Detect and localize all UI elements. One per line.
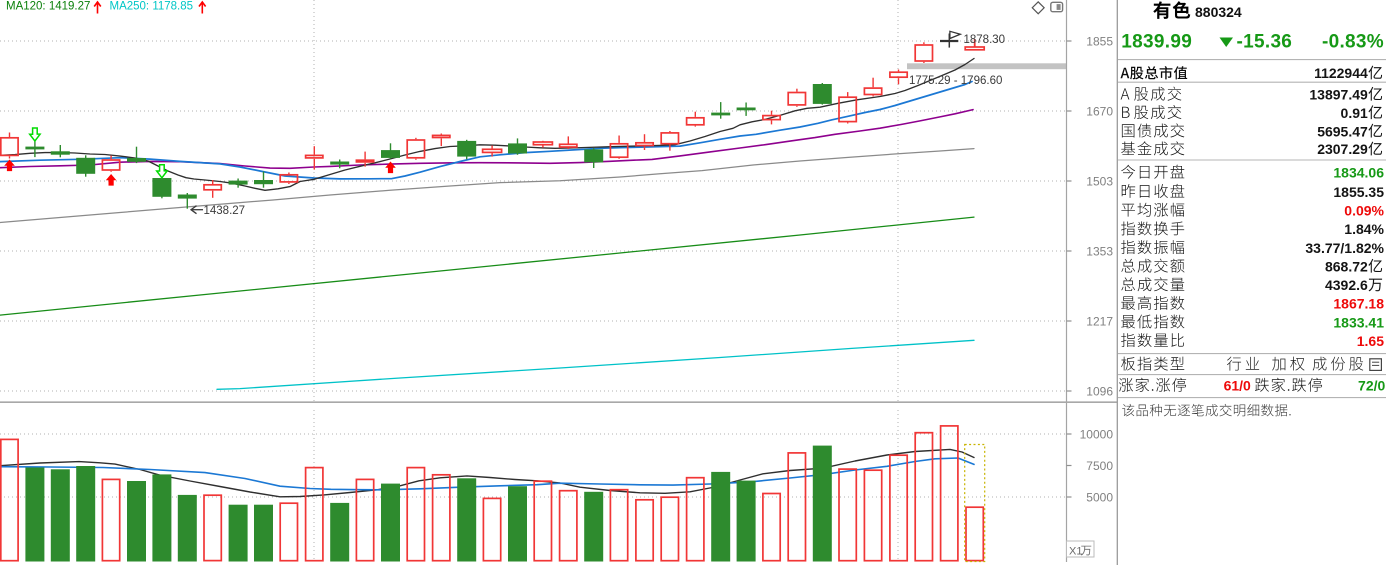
svg-text:5000: 5000	[1086, 490, 1113, 504]
svg-text:13897.49: 13897.49	[1309, 87, 1368, 103]
svg-text:880324: 880324	[1195, 4, 1242, 20]
svg-text:1775.29 - 1796.60: 1775.29 - 1796.60	[909, 75, 1002, 87]
svg-text:X1: X1	[1069, 546, 1082, 558]
svg-text:MA120: 1419.27: MA120: 1419.27	[6, 1, 90, 13]
svg-text:868.72: 868.72	[1325, 259, 1368, 275]
svg-text:0.09%: 0.09%	[1344, 203, 1384, 219]
svg-text:4392.6: 4392.6	[1325, 277, 1368, 293]
svg-text:1839.99: 1839.99	[1121, 32, 1192, 53]
svg-text:1855.35: 1855.35	[1333, 184, 1384, 200]
svg-text:1217: 1217	[1086, 314, 1113, 328]
svg-text:1503: 1503	[1086, 174, 1113, 188]
svg-text:61/0: 61/0	[1224, 378, 1251, 394]
svg-text:2307.29: 2307.29	[1317, 141, 1368, 157]
svg-text:72/0: 72/0	[1358, 378, 1385, 394]
svg-text:1353: 1353	[1086, 244, 1113, 258]
svg-text:1096: 1096	[1086, 384, 1113, 398]
svg-text:1438.27: 1438.27	[204, 205, 246, 217]
svg-text:1.84%: 1.84%	[1344, 221, 1384, 237]
svg-text:0.91: 0.91	[1341, 105, 1368, 121]
svg-text:1.65: 1.65	[1357, 333, 1384, 349]
svg-text:-15.36: -15.36	[1237, 32, 1293, 53]
svg-text:1855: 1855	[1086, 34, 1113, 48]
svg-text:10000: 10000	[1080, 427, 1114, 441]
svg-text:1122944: 1122944	[1314, 65, 1368, 81]
svg-text:7500: 7500	[1086, 459, 1113, 473]
svg-text:5695.47: 5695.47	[1317, 123, 1368, 139]
svg-text:MA250: 1178.85: MA250: 1178.85	[110, 1, 194, 13]
svg-text:1670: 1670	[1086, 104, 1113, 118]
svg-text:1867.18: 1867.18	[1333, 296, 1384, 312]
svg-text:1878.30: 1878.30	[964, 34, 1006, 46]
svg-text:1834.06: 1834.06	[1333, 165, 1384, 181]
svg-text:33.77/1.82%: 33.77/1.82%	[1305, 240, 1384, 256]
svg-text:1833.41: 1833.41	[1333, 314, 1384, 330]
svg-text:-0.83%: -0.83%	[1322, 32, 1384, 53]
